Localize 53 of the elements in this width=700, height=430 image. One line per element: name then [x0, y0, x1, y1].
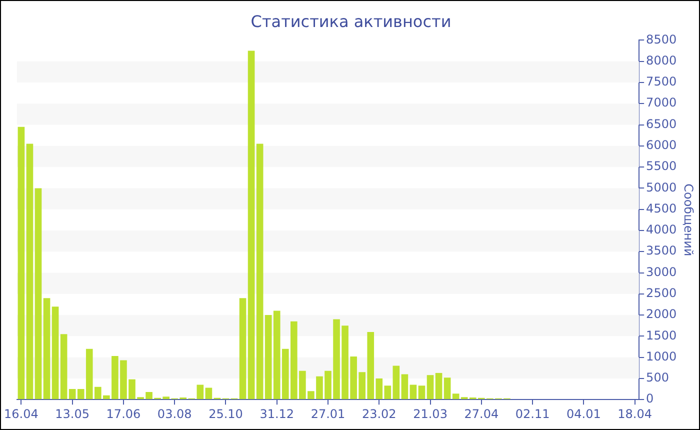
- y-tick-label: 2000: [646, 307, 677, 322]
- bar: [452, 394, 460, 400]
- y-tick-label: 1500: [646, 328, 677, 342]
- bar: [26, 144, 34, 400]
- bar: [426, 375, 434, 400]
- x-tick-label: 25.10: [208, 406, 243, 421]
- x-tick-label: 16.04: [4, 406, 38, 421]
- y-tick-label: 2500: [646, 286, 677, 300]
- x-tick-label: 27.01: [310, 406, 346, 421]
- bar: [444, 378, 451, 400]
- y-tick-label: 1000: [646, 349, 677, 364]
- y-tick-label: 3500: [646, 244, 677, 258]
- x-tick-label: 21.03: [413, 406, 448, 421]
- bar: [34, 188, 42, 400]
- bar: [256, 144, 264, 400]
- bar: [435, 372, 442, 400]
- x-tick-label: 17.06: [106, 406, 141, 421]
- y-tick-label: 6500: [646, 116, 677, 131]
- y-tick-label: 6000: [646, 138, 677, 152]
- x-tick-label: 27.04: [464, 406, 499, 421]
- y-tick-label: 8500: [646, 32, 677, 46]
- x-tick-label: 02.11: [515, 406, 550, 421]
- bar: [392, 366, 400, 400]
- y-tick-label: 0: [646, 392, 654, 406]
- y-tick-label: 8000: [646, 53, 677, 68]
- bar: [18, 126, 25, 400]
- bar: [401, 374, 408, 400]
- x-tick-label: 23.02: [362, 406, 396, 421]
- bar: [52, 306, 59, 400]
- y-tick-label: 3000: [646, 264, 677, 279]
- chart-title: Статистика активности: [250, 12, 452, 31]
- bar: [248, 50, 255, 400]
- bar: [43, 298, 50, 400]
- bar: [239, 298, 246, 400]
- y-tick-label: 4500: [646, 201, 677, 216]
- bar: [410, 384, 417, 400]
- y-tick-label: 4000: [646, 222, 677, 237]
- bar: [205, 388, 212, 400]
- x-tick-label: 03.08: [157, 406, 192, 421]
- x-tick-label: 13.05: [55, 406, 90, 421]
- x-tick-label: 18.04: [618, 406, 652, 421]
- bar: [68, 389, 76, 400]
- y-tick-label: 7500: [646, 74, 677, 89]
- bar: [418, 386, 426, 400]
- bar: [196, 384, 204, 400]
- bar: [60, 334, 68, 400]
- y-tick-label: 5500: [646, 159, 677, 174]
- y-tick-label: 7000: [646, 96, 677, 110]
- y-tick-label: 500: [646, 370, 669, 385]
- x-tick-label: 31.12: [260, 406, 294, 421]
- y-axis-title: Сообщений: [682, 184, 696, 256]
- y-tick-label: 5000: [646, 180, 677, 194]
- x-tick-label: 04.01: [566, 406, 601, 421]
